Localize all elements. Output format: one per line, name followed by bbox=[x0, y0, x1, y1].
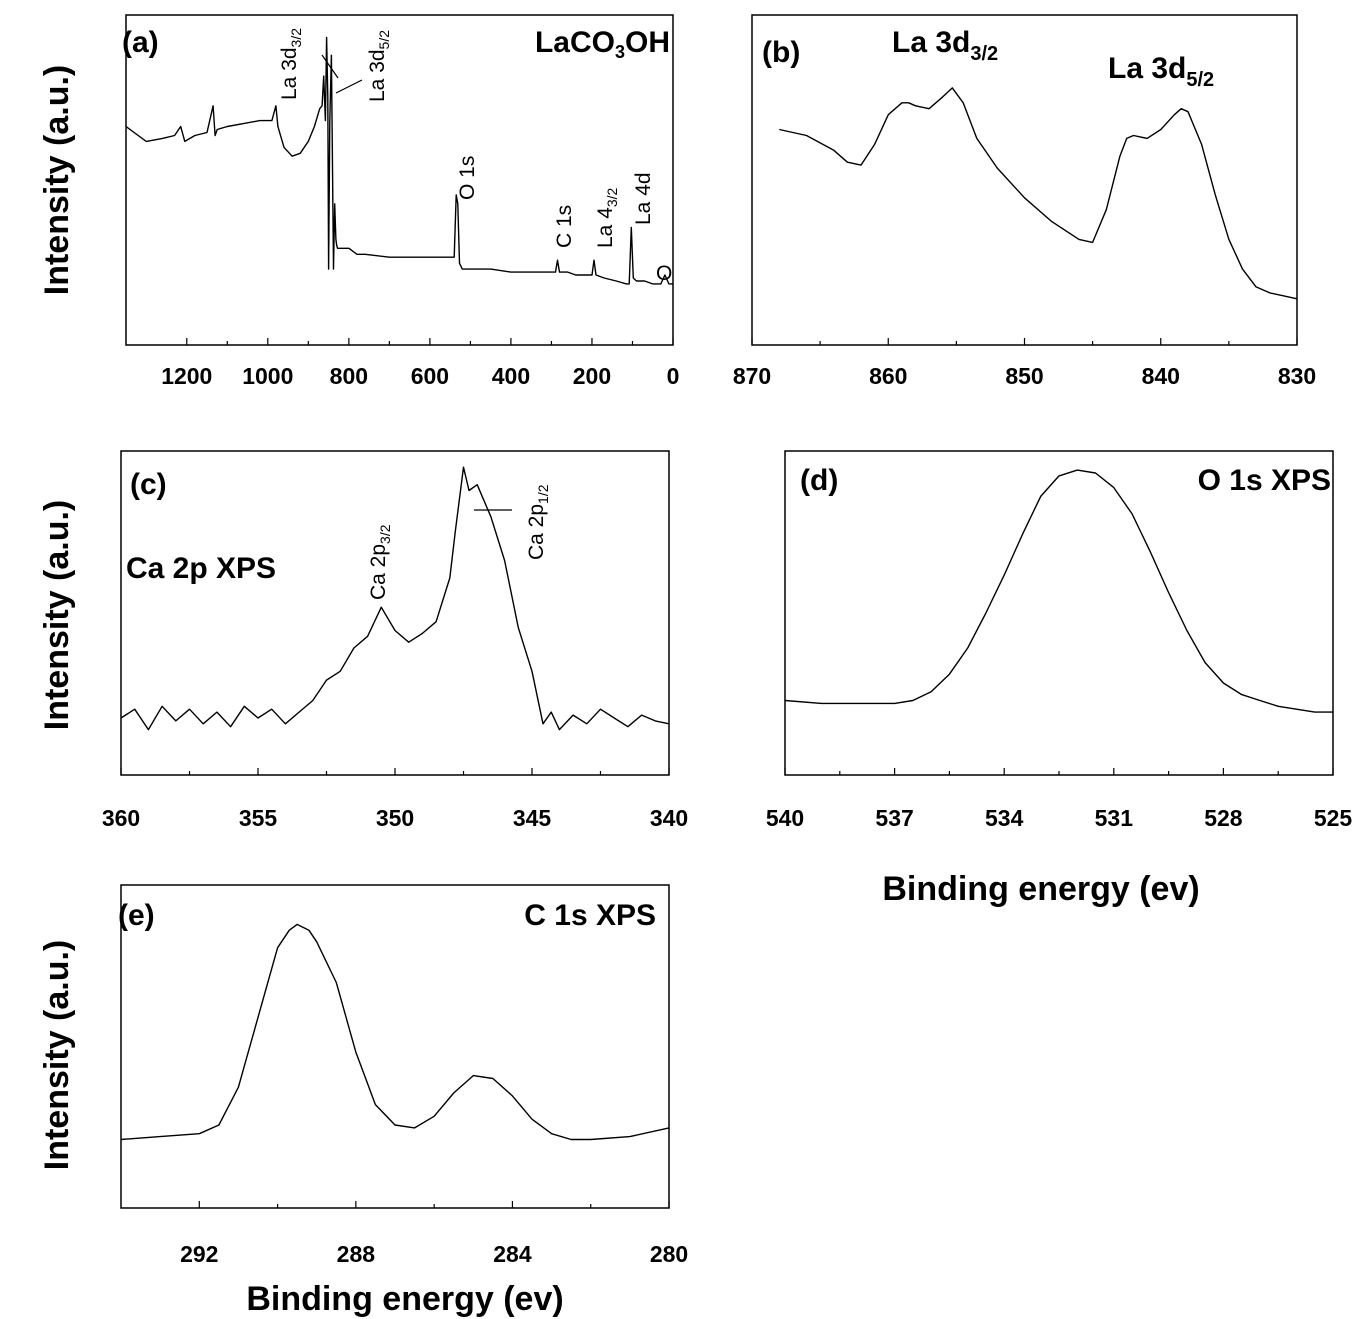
plot-area-d bbox=[784, 469, 1333, 713]
panel-label-e: (e) bbox=[118, 899, 155, 932]
x-tick-label: 537 bbox=[875, 805, 913, 831]
y-axis-title-row2: Intensity (a.u.) bbox=[38, 500, 76, 730]
panel-label-a: (a) bbox=[122, 26, 159, 59]
x-ticks-a: 1200 1000 800 600 400 200 0 bbox=[161, 338, 679, 389]
panel-e: 292 288 284 280 (e) C 1s XPS bbox=[118, 884, 688, 1267]
annotation-o1s: O 1s bbox=[456, 156, 479, 200]
annotation-b-la3d52: La 3d5/2 bbox=[1108, 52, 1214, 91]
series-line-a bbox=[125, 36, 673, 285]
x-tick-label: 280 bbox=[650, 1241, 688, 1267]
x-tick-label: 400 bbox=[492, 363, 530, 389]
plot-frame-e bbox=[120, 884, 670, 1209]
x-tick-label: 284 bbox=[493, 1241, 532, 1267]
annotations-a: La 3d3/2 La 3d5/2 O 1s C 1s La 43/2 La 4… bbox=[278, 28, 672, 285]
x-tick-label: 355 bbox=[239, 805, 278, 831]
panel-label-c: (c) bbox=[130, 468, 167, 501]
x-tick-label: 860 bbox=[869, 363, 907, 389]
panel-a: 1200 1000 800 600 400 200 0 (a) LaCO3OH La 3d3… bbox=[122, 14, 679, 389]
annotation-la4d: La 4d bbox=[632, 172, 655, 225]
y-axis-title-row3: Intensity (a.u.) bbox=[38, 940, 76, 1170]
x-tick-label: 350 bbox=[376, 805, 414, 831]
x-tick-label: 600 bbox=[411, 363, 449, 389]
annotation-la3d52: La 3d5/2 bbox=[366, 30, 392, 102]
plot-frame-d bbox=[784, 450, 1334, 776]
series-line-e bbox=[120, 923, 670, 1141]
x-ticks-d: 540 537 534 531 528 525 bbox=[766, 768, 1353, 831]
y-axis-title-row1: Intensity (a.u.) bbox=[38, 65, 76, 295]
leader-la3d32 bbox=[321, 54, 339, 79]
annotation-o: O bbox=[656, 262, 672, 285]
x-tick-label: 534 bbox=[985, 805, 1024, 831]
x-tick-label: 340 bbox=[650, 805, 688, 831]
panel-label-b: (b) bbox=[762, 36, 800, 69]
panel-d: 540 537 534 531 528 525 (d) O 1s XPS bbox=[766, 450, 1353, 831]
plot-area-e bbox=[120, 923, 670, 1141]
x-tick-label: 531 bbox=[1095, 805, 1134, 831]
plot-frame-c bbox=[120, 450, 670, 776]
annotation-c1s: C 1s bbox=[553, 205, 576, 248]
series-line-c bbox=[120, 466, 670, 731]
x-tick-label: 830 bbox=[1278, 363, 1316, 389]
x-tick-label: 800 bbox=[330, 363, 368, 389]
x-tick-label: 360 bbox=[102, 805, 140, 831]
panel-title-a-text: LaCO3OH bbox=[535, 26, 670, 62]
annotation-b-la3d32: La 3d3/2 bbox=[892, 26, 998, 65]
x-tick-label: 200 bbox=[573, 363, 611, 389]
x-tick-label: 1200 bbox=[161, 363, 212, 389]
x-ticks-c: 360 355 350 345 340 bbox=[102, 768, 688, 831]
annotation-ca2p32: Ca 2p3/2 bbox=[367, 524, 393, 600]
x-tick-label: 850 bbox=[1005, 363, 1043, 389]
annotation-la4d32: La 43/2 bbox=[594, 187, 620, 248]
panel-label-d: (d) bbox=[800, 464, 838, 497]
leader-la3d52 bbox=[335, 79, 363, 94]
panel-title-e: C 1s XPS bbox=[524, 899, 656, 932]
annotation-ca2p12: Ca 2p1/2 bbox=[525, 484, 551, 560]
x-tick-label: 345 bbox=[513, 805, 552, 831]
x-tick-label: 525 bbox=[1314, 805, 1353, 831]
panel-title-d: O 1s XPS bbox=[1198, 464, 1331, 497]
plot-area-c bbox=[120, 466, 670, 731]
x-ticks-e: 292 288 284 280 bbox=[180, 1201, 688, 1267]
panel-c: 360 355 350 345 340 (c) Ca 2p XPS Ca 2p3/2 C… bbox=[102, 450, 688, 831]
x-tick-label: 1000 bbox=[242, 363, 293, 389]
x-axis-title-right: Binding energy (ev) bbox=[882, 870, 1199, 908]
series-line-b bbox=[779, 87, 1298, 300]
panel-title-a: LaCO3OH bbox=[535, 26, 670, 62]
plot-area-a bbox=[125, 36, 673, 285]
x-tick-label: 870 bbox=[733, 363, 771, 389]
x-tick-label: 0 bbox=[667, 363, 680, 389]
x-tick-label: 288 bbox=[337, 1241, 376, 1267]
x-ticks-b: 870 860 850 840 830 bbox=[733, 338, 1316, 389]
plot-area-b bbox=[779, 87, 1298, 300]
x-tick-label: 840 bbox=[1142, 363, 1180, 389]
panel-title-c: Ca 2p XPS bbox=[126, 552, 276, 585]
x-tick-label: 292 bbox=[180, 1241, 218, 1267]
plot-frame-a bbox=[125, 14, 674, 346]
series-line-d bbox=[784, 469, 1333, 713]
x-axis-title-left: Binding energy (ev) bbox=[246, 1280, 563, 1318]
plot-frame-b bbox=[751, 14, 1298, 346]
x-tick-label: 540 bbox=[766, 805, 804, 831]
x-tick-label: 528 bbox=[1204, 805, 1243, 831]
panel-b: 870 860 850 840 830 (b) La 3d3/2 La 3d5/2 bbox=[733, 14, 1316, 389]
annotation-la3d32: La 3d3/2 bbox=[278, 28, 304, 100]
